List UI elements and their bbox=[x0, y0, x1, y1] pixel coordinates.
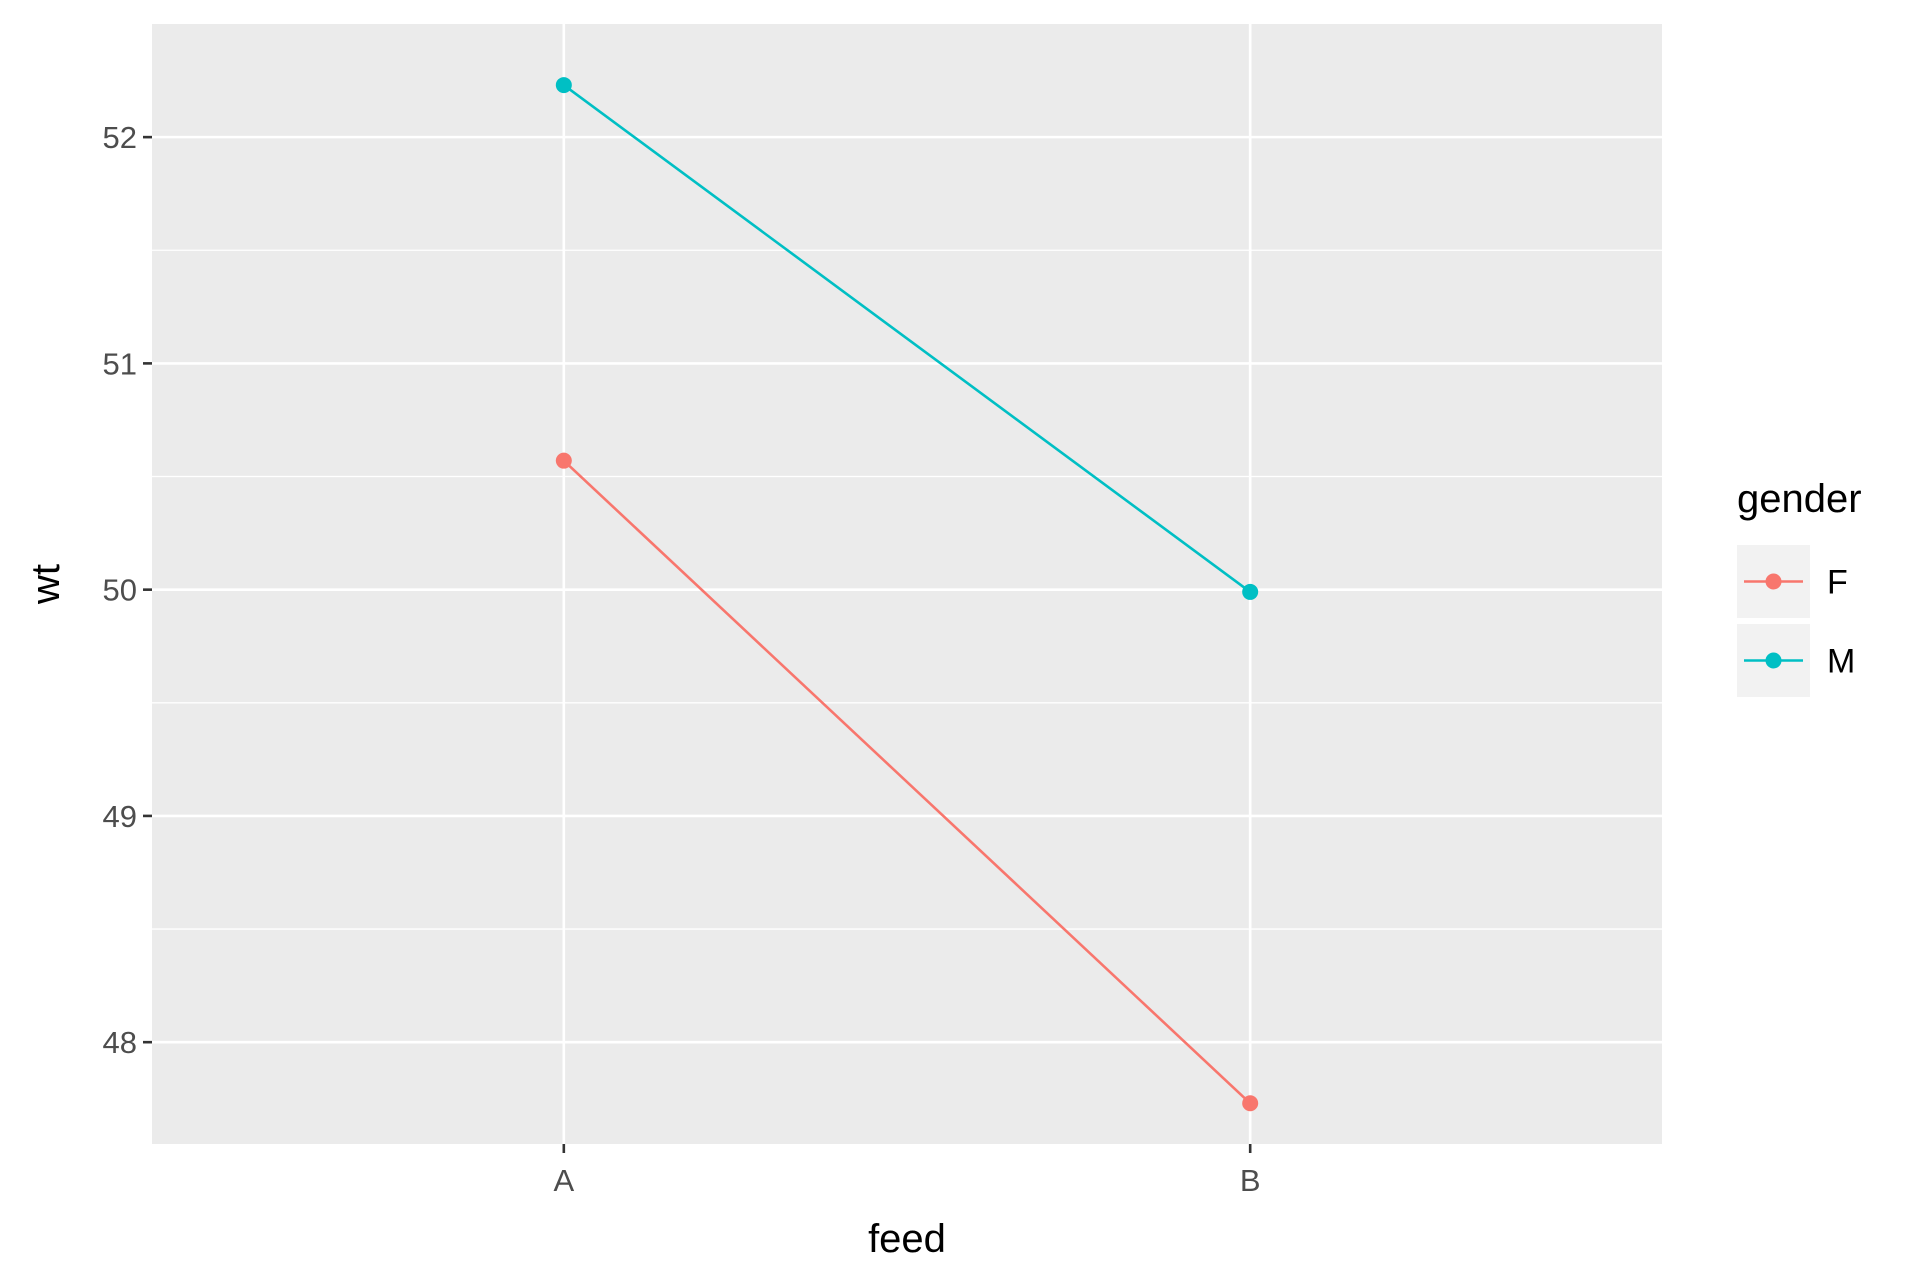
y-tick-label: 49 bbox=[103, 799, 137, 834]
y-tick-label: 52 bbox=[103, 120, 137, 155]
series-line-M bbox=[563, 84, 1251, 593]
y-tick-label: 50 bbox=[103, 573, 137, 608]
legend: gender FM bbox=[1737, 477, 1862, 697]
data-point-F-B bbox=[1242, 1095, 1259, 1112]
major-grid bbox=[152, 24, 1662, 1144]
legend-title: gender bbox=[1737, 477, 1862, 521]
y-axis: 48 49 50 51 52 bbox=[103, 120, 152, 1060]
data-point-M-A bbox=[555, 77, 572, 94]
x-axis-title: feed bbox=[868, 1217, 946, 1261]
data-point-M-B bbox=[1242, 583, 1259, 600]
x-tick-label: A bbox=[553, 1163, 574, 1198]
y-axis-title: wt bbox=[24, 564, 68, 605]
y-tick-label: 48 bbox=[103, 1025, 137, 1060]
legend-label-M: M bbox=[1827, 643, 1855, 681]
legend-key-point bbox=[1765, 573, 1782, 590]
legend-keys: FM bbox=[1737, 545, 1855, 697]
plot-panel bbox=[152, 24, 1662, 1144]
legend-key-point bbox=[1765, 652, 1782, 669]
series-layer bbox=[555, 77, 1259, 1112]
series-line-F bbox=[562, 459, 1252, 1105]
x-tick-label: B bbox=[1240, 1163, 1261, 1198]
y-tick-label: 51 bbox=[103, 346, 137, 381]
legend-label-F: F bbox=[1827, 564, 1848, 602]
data-point-F-A bbox=[555, 452, 572, 469]
minor-grid bbox=[152, 249, 1662, 930]
